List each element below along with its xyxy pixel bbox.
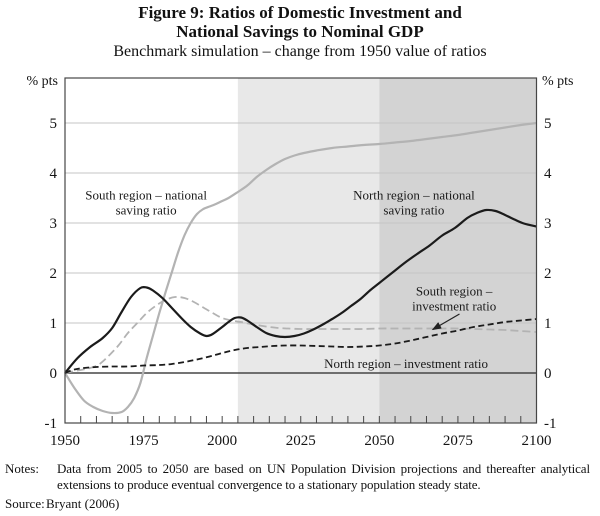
series-north-saving (64, 208, 537, 374)
source-label: Source: (5, 496, 45, 511)
annotation-south-investment-label: South region – investment ratio (412, 283, 497, 313)
y-tick-label-left: 2 (50, 266, 58, 282)
y-tick-label-left: 5 (50, 116, 58, 132)
projection-band (237, 78, 380, 423)
y-tick-label-left: 4 (50, 166, 58, 182)
x-tick-label: 2050 (364, 433, 394, 449)
y-tick-label-left: -1 (45, 416, 58, 432)
plot-border (64, 77, 538, 424)
y-tick-label-right: 5 (544, 116, 552, 132)
x-tick-label: 2100 (522, 433, 552, 449)
annotation-north-saving-label: North region – national saving ratio (353, 187, 475, 217)
y-tick-label-right: 1 (544, 316, 552, 332)
notes-label: Notes: (5, 461, 39, 476)
notes-text: Data from 2005 to 2050 are based on UN P… (57, 461, 590, 492)
projection-band (379, 78, 537, 423)
y-tick-label-right: 2 (544, 266, 552, 282)
x-tick-label: 2025 (286, 433, 316, 449)
annotation-arrow (431, 313, 460, 331)
x-tick-label: 1975 (129, 433, 159, 449)
y-tick-label-right: 0 (544, 366, 552, 382)
annotation-north-investment-label: North region – investment ratio (324, 355, 489, 371)
series-south-saving (64, 121, 537, 415)
figure-title-line2: National Savings to Nominal GDP (176, 22, 424, 41)
x-tick-label: 1950 (50, 433, 80, 449)
y-tick-label-right: 4 (544, 166, 552, 182)
x-tick-label: 2000 (207, 433, 237, 449)
figure-title-line1: Figure 9: Ratios of Domestic Investment … (138, 3, 462, 22)
y-tick-label-left: 3 (50, 216, 58, 232)
series-north-investment (64, 318, 537, 374)
figure-subtitle: Benchmark simulation – change from 1950 … (113, 43, 487, 60)
y-axis-unit-right: % pts (542, 74, 574, 89)
y-tick-label-left: 1 (50, 316, 58, 332)
y-tick-label-right: 3 (544, 216, 552, 232)
y-tick-label-left: 0 (50, 366, 58, 382)
y-tick-label-right: -1 (544, 416, 557, 432)
x-tick-label: 2075 (443, 433, 473, 449)
annotation-south-saving-label: South region – national saving ratio (85, 187, 207, 217)
y-axis-unit-left: % pts (26, 74, 59, 89)
source-text: Bryant (2006) (46, 496, 120, 511)
